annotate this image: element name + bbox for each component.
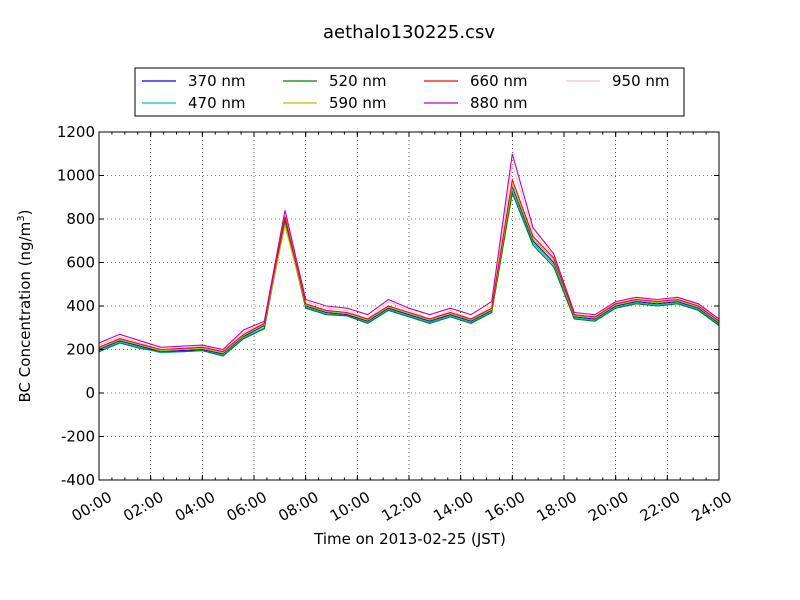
series-line-370-nm bbox=[98, 184, 720, 355]
y-axis-label: BC Concentration (ng/m3) bbox=[16, 210, 34, 403]
series-line-880-nm bbox=[98, 153, 720, 351]
y-tick-label: 400 bbox=[66, 297, 95, 315]
x-tick-label: 08:00 bbox=[275, 488, 321, 525]
series-line-520-nm bbox=[98, 190, 720, 357]
x-tick-label: 00:00 bbox=[69, 488, 115, 525]
series-layer bbox=[98, 153, 720, 357]
legend-label: 950 nm bbox=[612, 72, 670, 90]
y-tick-label: 0 bbox=[85, 384, 95, 402]
y-tick-label: -400 bbox=[61, 471, 95, 489]
legend: 370 nm 470 nm 520 nm 590 nm 660 nm 880 nm 950 … bbox=[134, 67, 685, 117]
series-line-590-nm bbox=[98, 182, 720, 354]
x-tick-label: 24:00 bbox=[689, 488, 735, 525]
x-tick-label: 04:00 bbox=[172, 488, 218, 525]
x-tick-label: 10:00 bbox=[327, 488, 373, 525]
x-tick-label: 14:00 bbox=[430, 488, 476, 525]
series-line-950-nm bbox=[98, 164, 720, 352]
legend-label: 470 nm bbox=[188, 94, 246, 112]
y-axis-label-main: BC Concentration (ng/m bbox=[16, 222, 34, 403]
x-tick-label: 20:00 bbox=[585, 488, 631, 525]
x-tick-label: 02:00 bbox=[120, 488, 166, 525]
y-tick-label: 1200 bbox=[57, 123, 95, 141]
x-tick-label: 16:00 bbox=[482, 488, 528, 525]
y-tick-label: 800 bbox=[66, 210, 95, 228]
x-tick-label: 22:00 bbox=[637, 488, 683, 525]
legend-label: 660 nm bbox=[470, 72, 528, 90]
y-tick-label: 600 bbox=[66, 254, 95, 272]
x-tick-label: 06:00 bbox=[224, 488, 270, 525]
legend-label: 520 nm bbox=[329, 72, 387, 90]
legend-box bbox=[134, 67, 685, 117]
y-axis-label-sup: 3 bbox=[16, 215, 27, 221]
y-axis-label-end: ) bbox=[16, 210, 34, 216]
x-tick-label: 18:00 bbox=[534, 488, 580, 525]
x-axis-label: Time on 2013-02-25 (JST) bbox=[313, 530, 506, 548]
y-tick-label: 200 bbox=[66, 341, 95, 359]
legend-label: 590 nm bbox=[329, 94, 387, 112]
x-tick-label: 12:00 bbox=[379, 488, 425, 525]
legend-label: 370 nm bbox=[188, 72, 246, 90]
legend-label: 880 nm bbox=[470, 94, 528, 112]
y-tick-label: -200 bbox=[61, 428, 95, 446]
chart-title: aethalo130225.csv bbox=[323, 22, 495, 43]
y-tick-label: 1000 bbox=[57, 167, 95, 185]
series-line-660-nm bbox=[98, 177, 720, 353]
